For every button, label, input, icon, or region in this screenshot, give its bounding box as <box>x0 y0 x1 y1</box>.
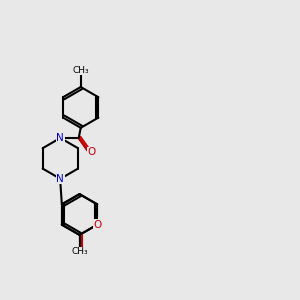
Text: N: N <box>56 133 64 143</box>
Text: O: O <box>93 220 101 230</box>
Text: N: N <box>56 174 64 184</box>
Text: O: O <box>75 247 84 257</box>
Text: CH₃: CH₃ <box>72 66 89 75</box>
Text: O: O <box>87 147 95 157</box>
Text: CH₃: CH₃ <box>71 247 88 256</box>
